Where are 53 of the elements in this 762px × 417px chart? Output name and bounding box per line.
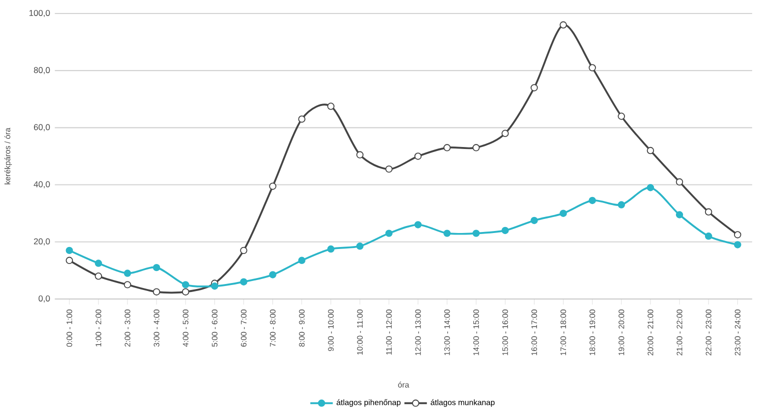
point — [327, 245, 334, 252]
y-tick-label: 0,0 — [38, 295, 50, 302]
point — [443, 144, 451, 152]
point — [734, 240, 742, 248]
point — [385, 230, 393, 237]
y-tick-label: 80,0 — [34, 66, 50, 74]
point — [124, 269, 132, 277]
point — [356, 150, 364, 158]
point — [66, 246, 73, 254]
point — [414, 152, 422, 160]
point — [588, 196, 596, 204]
point — [502, 130, 509, 137]
point — [240, 278, 248, 286]
point — [152, 264, 160, 271]
point — [269, 270, 276, 278]
point — [530, 84, 538, 92]
point — [298, 115, 306, 123]
point — [443, 230, 451, 237]
point — [704, 232, 712, 240]
point — [530, 216, 538, 224]
point — [734, 230, 742, 238]
point — [560, 21, 567, 28]
point — [618, 200, 626, 208]
point — [676, 210, 684, 218]
point — [618, 112, 626, 120]
y-tick-label: 40,0 — [34, 181, 50, 188]
point — [560, 210, 567, 217]
y-tick-label: 60,0 — [34, 124, 50, 132]
point — [356, 242, 364, 250]
point — [588, 64, 596, 72]
y-tick-label: 100,0 — [29, 10, 50, 17]
point — [704, 208, 712, 216]
point — [646, 184, 654, 192]
point — [676, 178, 684, 186]
point — [94, 272, 102, 280]
point — [66, 256, 73, 264]
point — [182, 280, 190, 288]
point — [327, 102, 334, 110]
point — [152, 288, 160, 296]
point — [94, 259, 102, 267]
point — [240, 246, 248, 254]
point — [182, 288, 190, 296]
point — [269, 182, 276, 190]
point — [472, 230, 480, 237]
y-tick-label: 20,0 — [34, 238, 50, 246]
point — [502, 226, 509, 234]
point — [124, 280, 132, 288]
point — [385, 165, 393, 172]
point — [211, 282, 218, 290]
point — [472, 144, 480, 152]
point — [646, 146, 654, 154]
point — [298, 256, 306, 264]
point — [414, 220, 422, 228]
